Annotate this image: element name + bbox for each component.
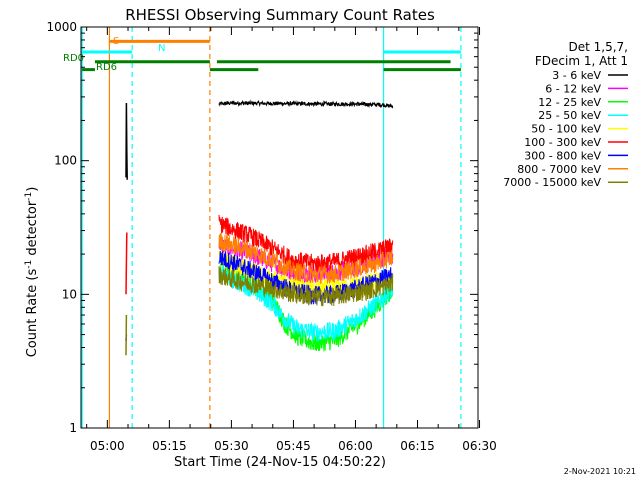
y-axis-label-mid: detector	[25, 200, 40, 260]
y-axis-label-main: Count Rate (s	[25, 269, 40, 358]
flag-label-rd6: RD6	[96, 62, 117, 73]
flag-label-n: N	[158, 43, 165, 54]
y-tick-label-3: 1000	[46, 20, 77, 34]
x-axis-ticks: 05:00 05:15 05:30 05:45 06:00 06:15 06:30	[86, 27, 497, 453]
legend-label-6-12-kev: 6 - 12 keV	[545, 82, 601, 95]
series-100-300-kev	[125, 214, 394, 295]
series-7000-15000-kev	[125, 266, 394, 356]
footer-date: 2-Nov-2021 10:21	[564, 467, 636, 476]
x-tick-label-3: 05:45	[276, 439, 311, 453]
legend-label-25-50-kev: 25 - 50 keV	[538, 109, 601, 122]
legend-header-line-2: FDecim 1, Att 1	[535, 54, 628, 68]
y-axis-label: Count Rate (s-1 detector-1)	[24, 187, 40, 358]
x-axis-label: Start Time (24-Nov-15 04:50:22)	[174, 455, 386, 470]
plot-frame	[80, 26, 479, 429]
legend-label-3-6-kev: 3 - 6 keV	[552, 69, 601, 82]
axes-frame	[80, 26, 479, 429]
series-7000-15000-kev-segment-1	[218, 266, 394, 307]
legend-label-300-800-kev: 300 - 800 keV	[524, 149, 601, 162]
x-tick-label-0: 05:00	[90, 439, 125, 453]
series-800-7000-kev-segment-0	[218, 233, 394, 284]
legend-label-7000-15000-kev: 7000 - 15000 keV	[503, 176, 601, 189]
y-tick-label-1: 10	[62, 287, 77, 301]
series-800-7000-kev	[218, 233, 394, 284]
x-tick-label-4: 06:00	[338, 439, 373, 453]
series-3-6-kev-segment-1	[218, 99, 394, 109]
series-100-300-kev-segment-0	[125, 232, 128, 295]
legend-label-50-100-kev: 50 - 100 keV	[531, 123, 601, 136]
flag-label-rd0: RD0	[63, 53, 84, 64]
series-3-6-kev	[125, 99, 394, 180]
x-tick-label-2: 05:30	[214, 439, 249, 453]
x-tick-label-6: 06:30	[462, 439, 497, 453]
y-axis-ticks: 1 10 100 1000	[46, 20, 478, 435]
legend-header-line-1: Det 1,5,7,	[569, 40, 629, 54]
plot-area: S N RD0 RD6	[63, 27, 462, 428]
chart-title: RHESSI Observing Summary Count Rates	[125, 6, 435, 24]
legend-label-12-25-kev: 12 - 25 keV	[538, 96, 601, 109]
y-tick-label-0: 1	[69, 421, 77, 435]
y-axis-label-sup1: -1	[24, 260, 34, 269]
series-3-6-kev-segment-0	[125, 102, 128, 180]
x-tick-label-1: 05:15	[152, 439, 187, 453]
y-axis-label-end: )	[25, 187, 40, 192]
series-100-300-kev-segment-1	[218, 214, 394, 272]
flag-label-s: S	[113, 36, 119, 47]
x-tick-label-5: 06:15	[400, 439, 435, 453]
legend-label-100-300-kev: 100 - 300 keV	[524, 136, 601, 149]
y-axis-label-sup2: -1	[24, 192, 34, 201]
legend-label-800-7000-kev: 800 - 7000 keV	[517, 163, 601, 176]
y-tick-label-2: 100	[54, 154, 77, 168]
